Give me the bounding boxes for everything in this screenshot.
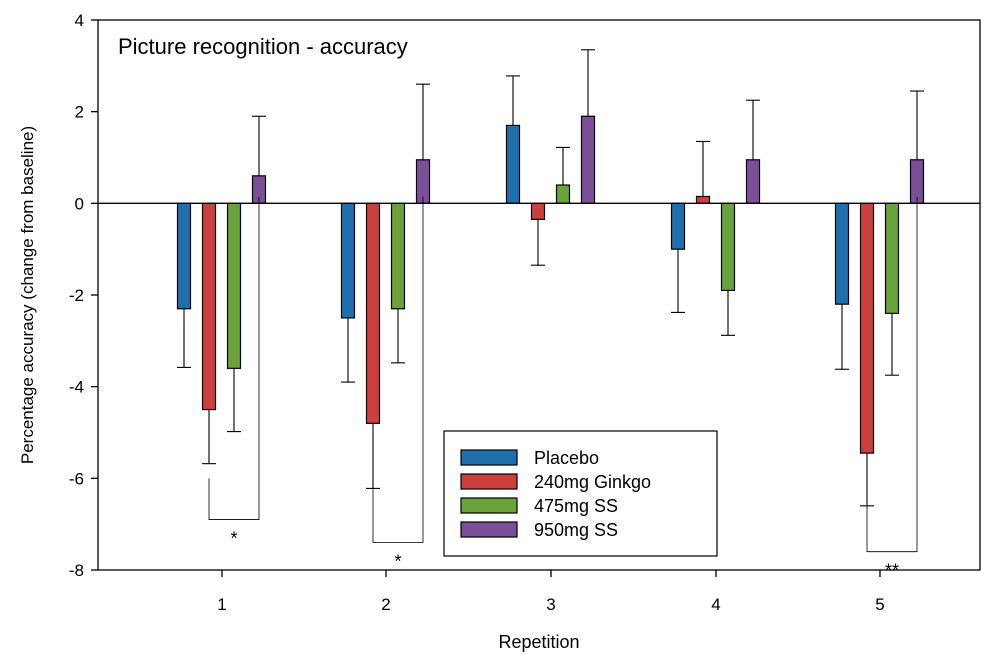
chart-title: Picture recognition - accuracy: [118, 34, 408, 59]
error-bars-layer: [177, 49, 924, 507]
bar: [884, 202, 900, 314]
x-tick-label: 5: [875, 595, 884, 614]
bar: [555, 184, 571, 204]
legend: Placebo 240mg Ginkgo 475mg SS 950mg SS: [443, 430, 718, 557]
bar: [580, 115, 596, 204]
bar: [720, 202, 736, 292]
legend-label: 240mg Ginkgo: [534, 472, 651, 492]
significance-layer: ** **: [208, 196, 918, 581]
significance-label: *: [230, 529, 237, 549]
significance-label: **: [885, 561, 899, 581]
y-tick-label: -4: [69, 378, 84, 397]
y-tick-label: 2: [75, 103, 84, 122]
bar: [530, 202, 546, 220]
x-tick-label: 2: [381, 595, 390, 614]
bar: [226, 202, 242, 369]
x-tick-label: 1: [217, 595, 226, 614]
bar: [201, 202, 217, 411]
bars-layer: [176, 115, 925, 454]
legend-label: 950mg SS: [534, 520, 618, 540]
legend-swatch: [460, 473, 518, 490]
bar: [390, 202, 406, 310]
y-tick-label: -6: [69, 469, 84, 488]
significance-bracket: [208, 196, 260, 520]
y-tick-label: 4: [75, 11, 84, 30]
x-tick-label: 3: [546, 595, 555, 614]
legend-label: Placebo: [534, 448, 599, 468]
significance-bracket: [866, 196, 918, 553]
bar: [834, 202, 850, 305]
legend-swatch: [460, 497, 518, 514]
y-tick-label: -2: [69, 286, 84, 305]
y-axis: -8 -6 -4 -2 0 2 4: [69, 11, 98, 580]
x-axis: 1 2 3 4 5: [217, 570, 885, 614]
bar: [176, 202, 192, 310]
bar: [365, 202, 381, 424]
y-tick-label: 0: [75, 194, 84, 213]
y-tick-label: -8: [69, 561, 84, 580]
legend-swatch: [460, 521, 518, 538]
bar: [745, 159, 761, 204]
bar: [340, 202, 356, 319]
y-axis-label: Percentage accuracy (change from baselin…: [18, 126, 37, 464]
significance-bracket: [372, 196, 424, 543]
x-tick-label: 4: [711, 595, 720, 614]
bar: [859, 202, 875, 454]
bar: [670, 202, 686, 250]
legend-swatch: [460, 449, 518, 466]
significance-label: *: [394, 552, 401, 572]
legend-label: 475mg SS: [534, 496, 618, 516]
bar: [505, 124, 521, 204]
x-axis-label: Repetition: [498, 632, 579, 652]
bar: [695, 195, 711, 204]
